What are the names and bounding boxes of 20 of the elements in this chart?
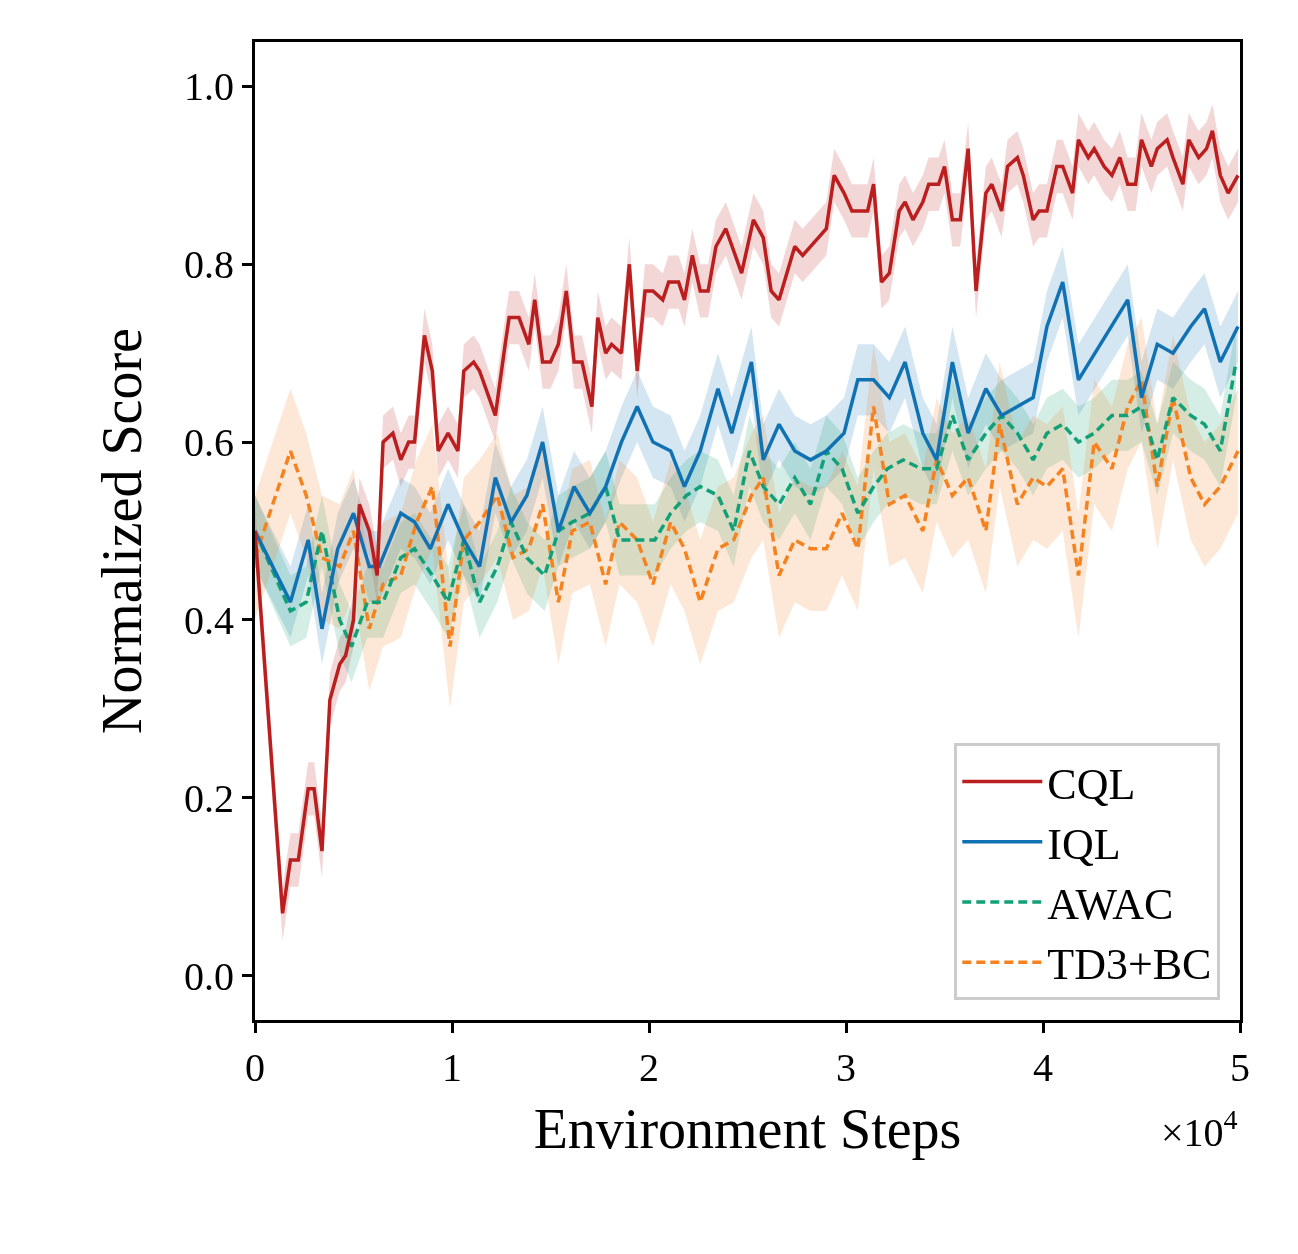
line-series <box>255 280 1240 631</box>
y-tick-label: 1.0 <box>184 64 234 110</box>
text: ×10$^{4}$ <box>1161 1104 1238 1155</box>
y-tick-label: 0.0 <box>184 953 234 999</box>
x-tick-label: 2 <box>639 1045 659 1090</box>
legend-label: AWAC <box>1047 880 1174 930</box>
x-tick-label: 3 <box>836 1045 856 1090</box>
y-tick-label: 0.2 <box>184 775 234 821</box>
y-axis-title: Normalized Score <box>90 328 153 734</box>
x-tick-label: 1 <box>442 1045 462 1090</box>
x-axis-title: Environment Steps <box>533 1097 962 1160</box>
legend-label: TD3+BC <box>1047 940 1212 990</box>
x-tick-label: 0 <box>245 1045 265 1090</box>
x-tick-label: 4 <box>1033 1045 1053 1090</box>
legend-label: IQL <box>1047 819 1121 869</box>
y-tick-label: 0.8 <box>184 242 234 288</box>
y-tick-label: 0.4 <box>184 597 234 643</box>
legend-label: CQL <box>1047 759 1136 809</box>
x-tick-label: 5 <box>1230 1045 1250 1090</box>
y-tick-label: 0.6 <box>184 420 234 466</box>
